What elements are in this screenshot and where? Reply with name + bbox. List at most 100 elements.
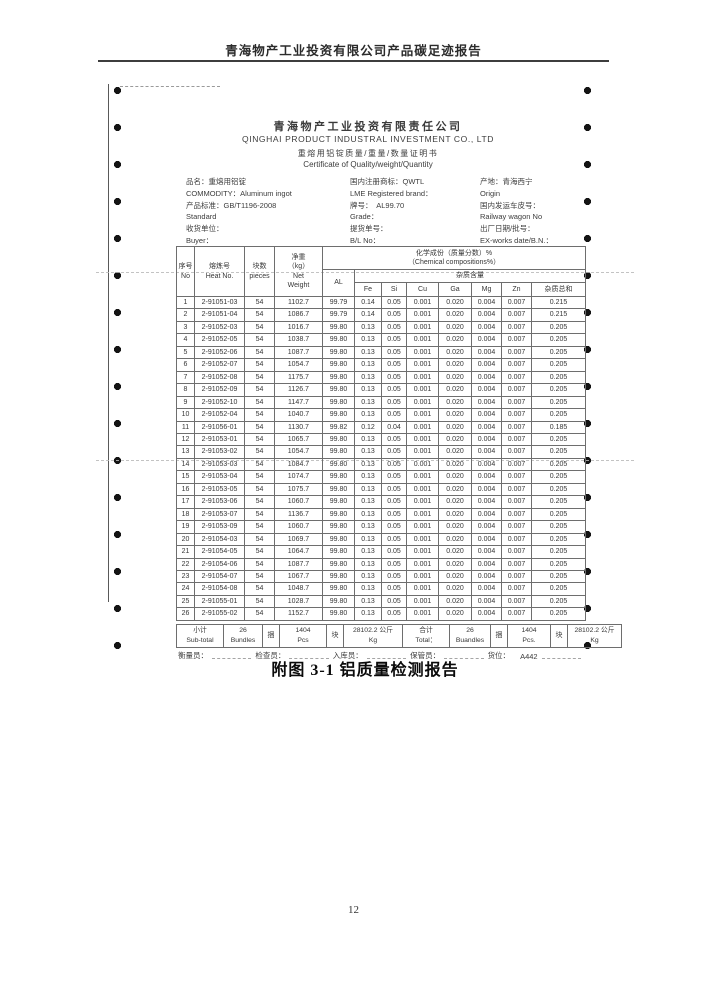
cell: 15	[176, 470, 195, 484]
cell: 0.020	[438, 308, 472, 322]
cell: 0.020	[438, 569, 472, 584]
cell: 0.13	[354, 607, 382, 621]
cell: 54	[244, 345, 275, 360]
cell: 0.004	[471, 408, 502, 422]
cell: 0.05	[381, 432, 407, 447]
cell: 1087.7	[274, 345, 323, 360]
cell: 1147.7	[274, 395, 323, 410]
cell: 99.82	[322, 420, 355, 435]
cell: 16	[176, 482, 195, 497]
cell: 0.13	[354, 320, 382, 335]
cell: 0.020	[438, 408, 472, 422]
totals-tr: 小计 Sub-total 26 Bundles 捆 1404 Pcs 块 28102.2 公斤 K…	[176, 624, 622, 648]
cell: 0.007	[501, 457, 532, 472]
cell: 0.004	[471, 395, 502, 410]
cell: 0.205	[530, 432, 587, 447]
cell: 0.205	[530, 383, 587, 397]
signature-line	[366, 650, 407, 659]
cell: 9	[176, 395, 195, 410]
cell: 0.205	[530, 532, 587, 547]
certificate-title-cn: 重熔用铝锭质量/重量/数量证明书	[297, 149, 439, 158]
cell: 99.80	[322, 594, 355, 609]
table-row: 4 2-91052-05 54 1038.7 99.80 0.13 0.05 0.001 0.0…	[176, 333, 587, 347]
cell: 1028.7	[274, 594, 323, 609]
info-row: 收货单位： 提货单号： 出厂日期/批号：	[186, 223, 588, 235]
cell: 0.020	[438, 432, 472, 447]
info-cell: 产地：青海西宁	[480, 177, 533, 186]
cell: 0.020	[438, 295, 472, 310]
cell: 54	[244, 308, 275, 322]
col-header-impurity-content: 杂质含量	[353, 269, 587, 283]
cell: 0.05	[381, 507, 407, 522]
cell: 2-91054-06	[194, 557, 245, 571]
cell: 2-91054-05	[194, 545, 245, 559]
totals-row: 小计 Sub-total 26 Bundles 捆 1404 Pcs 块 28102.2 公斤 K…	[176, 624, 622, 648]
cell: 0.020	[438, 320, 472, 335]
cell: 99.80	[322, 370, 355, 385]
cell: 54	[244, 295, 275, 310]
cell: 0.007	[501, 432, 532, 447]
cell: 0.007	[501, 320, 532, 335]
cell: 0.004	[471, 345, 502, 360]
col-header-fe: Fe	[354, 282, 382, 297]
cell: 2-91053-05	[194, 482, 245, 497]
cell: 1130.7	[274, 420, 323, 435]
cell: 0.205	[530, 408, 587, 422]
storage-location-label: 货位：	[487, 651, 511, 660]
cell: 0.020	[438, 545, 472, 559]
cell: 99.80	[322, 607, 355, 621]
cell: 0.020	[438, 358, 472, 372]
cell: 0.205	[530, 545, 587, 559]
totals-cell: 捆	[262, 624, 280, 648]
cell: 17	[176, 495, 195, 509]
cell: 1086.7	[274, 308, 323, 322]
cell: 0.205	[530, 569, 587, 584]
col-header-pieces: 块数 pieces	[244, 246, 275, 297]
certificate-company-name-en: QINGHAI PRODUCT INDUSTRAL INVESTMENT CO.…	[242, 134, 494, 144]
cell: 54	[244, 333, 275, 347]
cell: 0.004	[471, 594, 502, 609]
cell: 0.205	[530, 457, 587, 472]
cell: 0.007	[501, 594, 532, 609]
cell: 0.205	[530, 582, 587, 596]
cell: 0.05	[381, 395, 407, 410]
cell: 0.13	[354, 333, 382, 347]
info-cell: Origin	[480, 188, 501, 198]
cell: 0.001	[406, 569, 439, 584]
cell: 0.05	[381, 445, 407, 459]
cell: 0.001	[406, 507, 439, 522]
cell: 2-91052-09	[194, 383, 245, 397]
cell: 5	[176, 345, 195, 360]
cell: 99.80	[322, 408, 355, 422]
info-cell: 牌号： AL99.70	[350, 200, 405, 210]
cell: 1016.7	[274, 320, 323, 335]
cell: 0.001	[406, 383, 439, 397]
table-row: 12 2-91053-01 54 1065.7 99.80 0.13 0.05 0.001 0.…	[176, 432, 587, 447]
table-row: 8 2-91052-09 54 1126.7 99.80 0.13 0.05 0.001 0.0…	[176, 383, 587, 397]
info-row: Buyer： B/L No： EX-works date/B.N.：	[186, 235, 588, 247]
info-cell: LME Registered brand：	[350, 188, 433, 198]
cell: 0.020	[438, 470, 472, 484]
cell: 0.215	[530, 295, 587, 310]
info-cell: Grade：	[350, 212, 379, 222]
cell: 11	[176, 420, 195, 435]
cell: 54	[244, 358, 275, 372]
table-row: 16 2-91053-05 54 1075.7 99.80 0.13 0.05 0.001 0.…	[176, 482, 587, 497]
cell: 8	[176, 383, 195, 397]
cell: 0.13	[354, 545, 382, 559]
cell: 99.80	[322, 432, 355, 447]
info-cell: EX-works date/B.N.：	[480, 235, 553, 245]
cell: 0.205	[530, 495, 587, 509]
cell: 0.007	[501, 507, 532, 522]
col-header-impurity-total: 杂质总和	[530, 282, 587, 297]
signature-line	[212, 650, 252, 659]
totals-cell: 1404 Pcs	[279, 624, 327, 648]
cell: 1060.7	[274, 520, 323, 534]
table-row: 10 2-91052-04 54 1040.7 99.80 0.13 0.05 0.001 0.…	[176, 408, 587, 422]
cell: 1054.7	[274, 358, 323, 372]
cell: 4	[176, 333, 195, 347]
cell: 0.004	[471, 445, 502, 459]
cell: 0.004	[471, 308, 502, 322]
cell: 0.05	[381, 370, 407, 385]
cell: 0.04	[381, 420, 407, 435]
